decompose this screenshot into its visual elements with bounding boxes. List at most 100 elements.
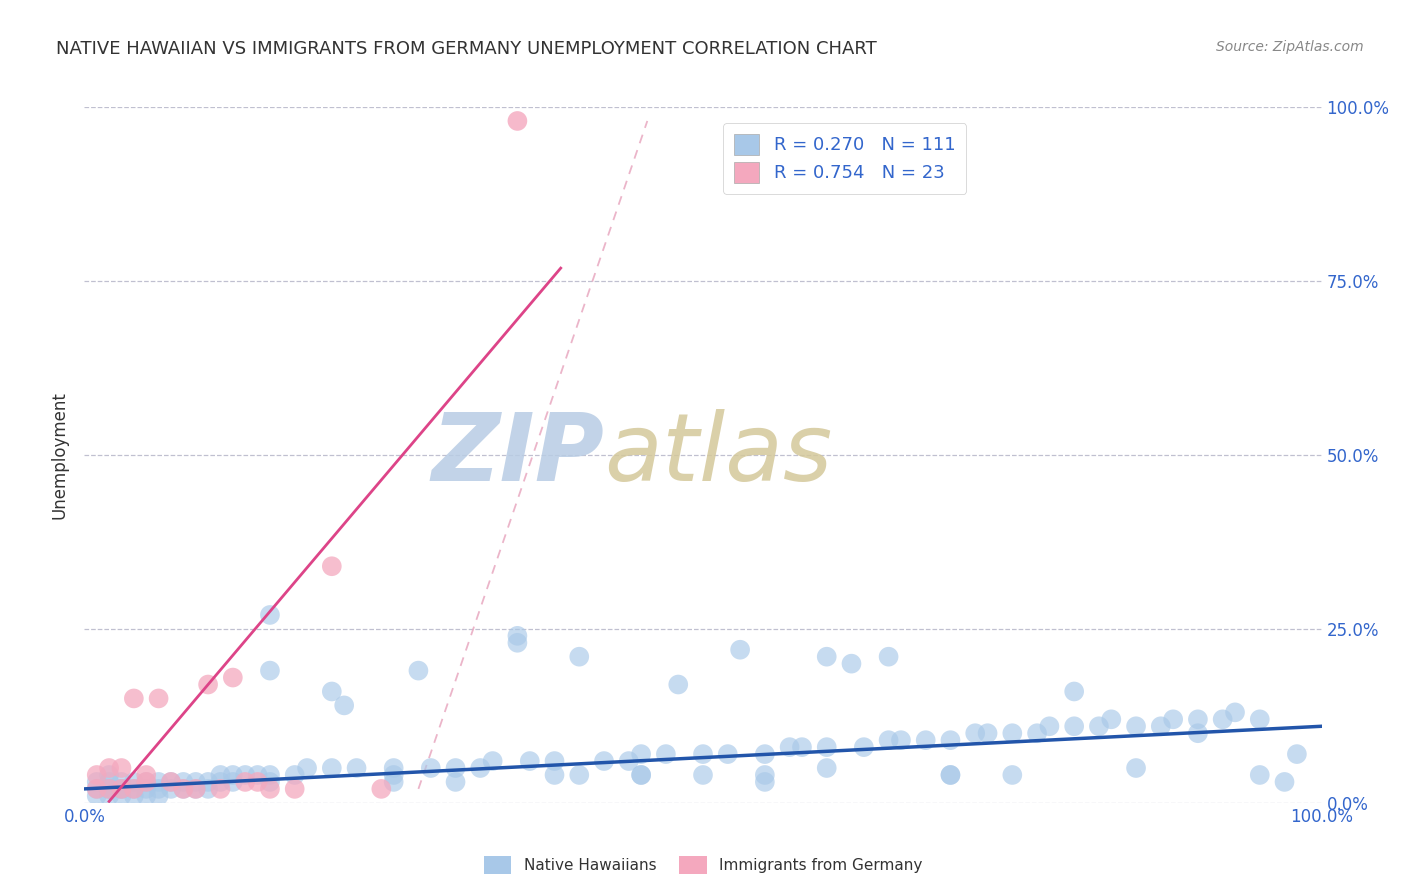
Point — [148, 789, 170, 803]
Point — [1001, 726, 1024, 740]
Point — [852, 740, 875, 755]
Point — [914, 733, 936, 747]
Point — [1001, 768, 1024, 782]
Point — [259, 775, 281, 789]
Point — [110, 781, 132, 796]
Point — [1125, 761, 1147, 775]
Point — [259, 768, 281, 782]
Point — [172, 781, 194, 796]
Point — [1249, 768, 1271, 782]
Point — [184, 781, 207, 796]
Point — [655, 747, 678, 761]
Point — [1161, 712, 1184, 726]
Point — [965, 726, 987, 740]
Point — [110, 781, 132, 796]
Point — [939, 733, 962, 747]
Point — [135, 775, 157, 789]
Point — [1038, 719, 1060, 733]
Point — [122, 775, 145, 789]
Text: ZIP: ZIP — [432, 409, 605, 501]
Point — [284, 768, 307, 782]
Point — [209, 775, 232, 789]
Point — [148, 775, 170, 789]
Point — [630, 747, 652, 761]
Point — [209, 781, 232, 796]
Point — [519, 754, 541, 768]
Point — [172, 781, 194, 796]
Point — [86, 789, 108, 803]
Point — [321, 684, 343, 698]
Point — [1063, 684, 1085, 698]
Point — [666, 677, 689, 691]
Point — [444, 761, 467, 775]
Point — [122, 691, 145, 706]
Point — [184, 775, 207, 789]
Point — [754, 747, 776, 761]
Point — [333, 698, 356, 713]
Text: atlas: atlas — [605, 409, 832, 500]
Point — [259, 607, 281, 622]
Point — [419, 761, 441, 775]
Point — [754, 768, 776, 782]
Point — [197, 775, 219, 789]
Point — [246, 768, 269, 782]
Point — [148, 691, 170, 706]
Text: Source: ZipAtlas.com: Source: ZipAtlas.com — [1216, 40, 1364, 54]
Point — [284, 781, 307, 796]
Point — [233, 768, 256, 782]
Point — [295, 761, 318, 775]
Point — [717, 747, 740, 761]
Point — [222, 775, 245, 789]
Point — [790, 740, 813, 755]
Point — [110, 789, 132, 803]
Point — [444, 775, 467, 789]
Point — [939, 768, 962, 782]
Point — [1274, 775, 1296, 789]
Point — [506, 629, 529, 643]
Point — [321, 559, 343, 574]
Legend: R = 0.270   N = 111, R = 0.754   N = 23: R = 0.270 N = 111, R = 0.754 N = 23 — [723, 123, 966, 194]
Point — [692, 768, 714, 782]
Point — [122, 781, 145, 796]
Point — [160, 775, 183, 789]
Y-axis label: Unemployment: Unemployment — [51, 391, 69, 519]
Point — [1212, 712, 1234, 726]
Point — [692, 747, 714, 761]
Point — [321, 761, 343, 775]
Point — [506, 114, 529, 128]
Legend: Native Hawaiians, Immigrants from Germany: Native Hawaiians, Immigrants from German… — [478, 850, 928, 880]
Point — [86, 768, 108, 782]
Point — [110, 775, 132, 789]
Point — [593, 754, 616, 768]
Point — [841, 657, 863, 671]
Point — [1026, 726, 1049, 740]
Point — [98, 789, 121, 803]
Point — [754, 775, 776, 789]
Point — [370, 781, 392, 796]
Point — [160, 781, 183, 796]
Point — [976, 726, 998, 740]
Point — [184, 781, 207, 796]
Point — [630, 768, 652, 782]
Point — [86, 781, 108, 796]
Point — [382, 761, 405, 775]
Point — [233, 775, 256, 789]
Point — [160, 775, 183, 789]
Point — [1223, 706, 1246, 720]
Point — [135, 768, 157, 782]
Point — [1125, 719, 1147, 733]
Point — [110, 781, 132, 796]
Point — [1285, 747, 1308, 761]
Point — [135, 781, 157, 796]
Point — [382, 775, 405, 789]
Point — [259, 781, 281, 796]
Point — [86, 781, 108, 796]
Point — [122, 789, 145, 803]
Point — [408, 664, 430, 678]
Point — [617, 754, 640, 768]
Point — [815, 740, 838, 755]
Point — [1249, 712, 1271, 726]
Point — [98, 781, 121, 796]
Point — [98, 781, 121, 796]
Point — [1063, 719, 1085, 733]
